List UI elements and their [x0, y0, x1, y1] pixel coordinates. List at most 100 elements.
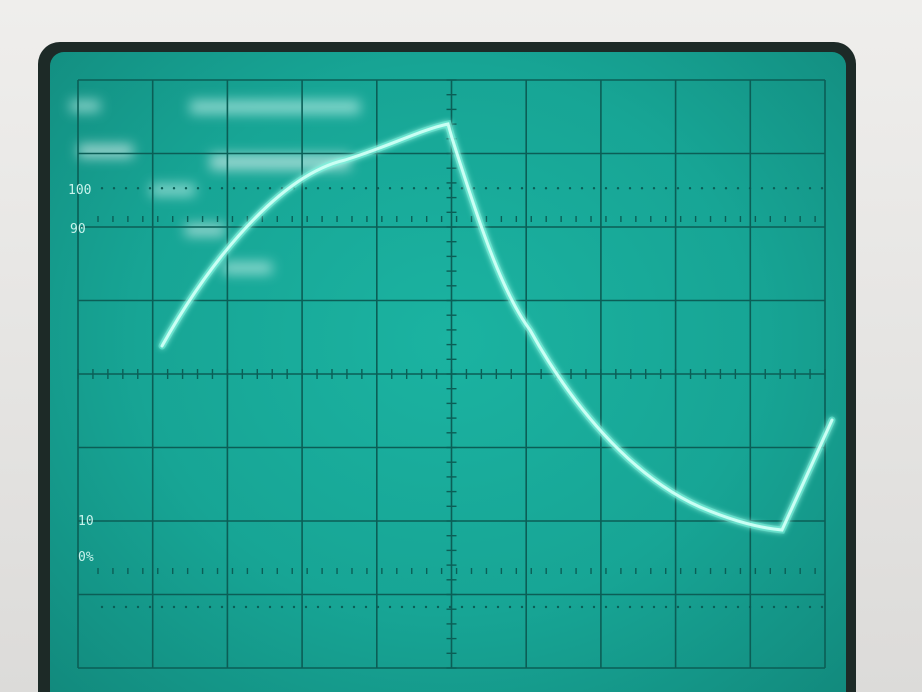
- glass-reflections: [70, 100, 360, 274]
- label-100-percent: 100: [68, 183, 91, 198]
- reference-dot: [244, 187, 248, 190]
- label-0-percent: 0%: [78, 550, 94, 565]
- reference-dot: [688, 605, 692, 609]
- reference-dot: [484, 605, 488, 609]
- reference-dot: [424, 187, 428, 190]
- reference-dot: [808, 187, 812, 190]
- reflection: [150, 184, 195, 196]
- reflection: [190, 100, 360, 114]
- reference-dot: [724, 605, 728, 609]
- label-10-percent: 10: [78, 514, 94, 529]
- reference-dot: [412, 605, 416, 609]
- reference-dot: [448, 605, 452, 609]
- reference-dot: [352, 605, 356, 609]
- reference-dot: [808, 605, 812, 609]
- reference-dot: [676, 605, 680, 609]
- reference-dot: [616, 187, 620, 190]
- reference-dot: [460, 187, 464, 190]
- reference-dot: [820, 605, 824, 609]
- reference-dot: [160, 187, 164, 190]
- reference-dot: [712, 187, 716, 190]
- reference-dot: [568, 187, 572, 190]
- label-90-percent: 90: [70, 222, 86, 237]
- reference-dot: [136, 605, 140, 609]
- reference-dot: [700, 187, 704, 190]
- reflection: [185, 224, 225, 236]
- reference-dot: [448, 187, 452, 190]
- reference-dot: [328, 605, 332, 609]
- reference-dot: [196, 605, 200, 609]
- reference-dot: [400, 605, 404, 609]
- reference-dot: [820, 187, 824, 190]
- reference-dot: [124, 187, 128, 190]
- reference-dot: [244, 605, 248, 609]
- reference-dot: [316, 605, 320, 609]
- reference-dot: [256, 605, 260, 609]
- reference-dot: [124, 605, 128, 609]
- reference-dot: [772, 605, 776, 609]
- waveform-trace: [158, 119, 836, 534]
- reference-dot: [172, 187, 176, 190]
- reference-dot: [304, 187, 308, 190]
- reference-dot: [640, 187, 644, 190]
- reference-dot: [736, 187, 740, 190]
- reference-dot: [148, 187, 152, 190]
- reference-dot: [268, 605, 272, 609]
- reference-dot: [388, 187, 392, 190]
- reference-dot: [724, 187, 728, 190]
- reference-dot: [664, 187, 668, 190]
- reference-dot: [328, 187, 332, 190]
- reference-dot: [472, 605, 476, 609]
- trace-glow: [158, 119, 836, 534]
- reference-dot: [364, 187, 368, 190]
- reference-dot: [712, 605, 716, 609]
- reference-dot: [304, 605, 308, 609]
- reflection: [78, 144, 133, 158]
- reference-dot: [532, 605, 536, 609]
- trace-line: [160, 122, 834, 532]
- reference-dot: [736, 605, 740, 609]
- reference-dot: [172, 605, 176, 609]
- reference-dot: [604, 187, 608, 190]
- reference-dot: [700, 605, 704, 609]
- reference-dot: [580, 605, 584, 609]
- reference-dot: [424, 605, 428, 609]
- reference-dot: [652, 605, 656, 609]
- reference-dot: [796, 605, 800, 609]
- reference-dot: [544, 605, 548, 609]
- reference-dot: [556, 187, 560, 190]
- reference-dot: [688, 187, 692, 190]
- reference-dot: [232, 605, 236, 609]
- reference-dot: [628, 187, 632, 190]
- reference-dot: [352, 187, 356, 190]
- reference-dot: [184, 605, 188, 609]
- reference-dot: [232, 187, 236, 190]
- reflection: [222, 262, 272, 274]
- reference-dot: [220, 187, 224, 190]
- reference-dot: [100, 605, 104, 609]
- reference-dot: [592, 605, 596, 609]
- reference-dot: [496, 605, 500, 609]
- reference-dot: [760, 605, 764, 609]
- reference-dot: [388, 605, 392, 609]
- reflection: [210, 154, 350, 170]
- reference-dot: [532, 187, 536, 190]
- reference-dot: [748, 605, 752, 609]
- reference-dot: [640, 605, 644, 609]
- reference-dot: [220, 605, 224, 609]
- reference-dot: [400, 187, 404, 190]
- reference-dot: [112, 605, 116, 609]
- reference-dot: [676, 187, 680, 190]
- reference-dot: [472, 187, 476, 190]
- reference-dot: [508, 187, 512, 190]
- reference-dot: [292, 605, 296, 609]
- reference-dot: [748, 187, 752, 190]
- reference-dot: [376, 187, 380, 190]
- reference-dot: [520, 187, 524, 190]
- reference-dot: [100, 187, 104, 190]
- reference-dot: [412, 187, 416, 190]
- reference-dot: [280, 605, 284, 609]
- reference-dot: [256, 187, 260, 190]
- reference-dot: [184, 187, 188, 190]
